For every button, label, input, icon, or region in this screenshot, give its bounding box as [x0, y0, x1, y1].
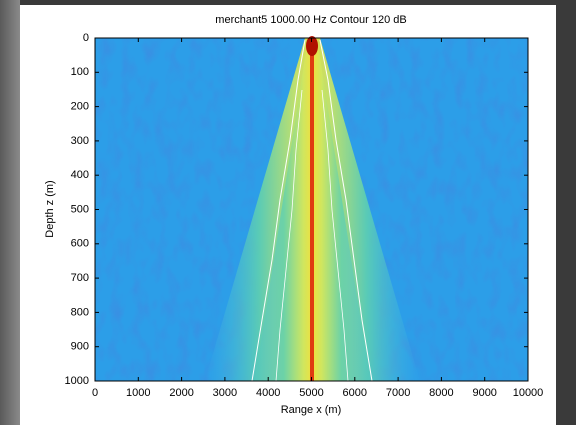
contour-line — [275, 89, 303, 382]
y-tick-label: 300 — [71, 135, 89, 147]
contour-line — [319, 39, 373, 382]
y-tick-label: 200 — [71, 101, 89, 113]
x-tick-label: 6000 — [343, 387, 367, 399]
beam-center — [310, 38, 314, 381]
contour-line — [321, 89, 349, 382]
x-tick-label: 10000 — [513, 387, 544, 399]
x-tick-label: 8000 — [429, 387, 453, 399]
field — [95, 36, 528, 382]
x-tick-label: 5000 — [299, 387, 323, 399]
y-tick-label: 500 — [71, 203, 89, 215]
y-tick-label: 900 — [71, 341, 89, 353]
x-tick-label: 1000 — [126, 387, 150, 399]
y-axis-label: Depth z (m) — [44, 180, 56, 237]
x-tick-label: 3000 — [213, 387, 237, 399]
y-tick-label: 600 — [71, 238, 89, 250]
y-tick-label: 400 — [71, 169, 89, 181]
x-axis-label: Range x (m) — [281, 404, 342, 416]
y-tick-label: 0 — [83, 32, 89, 44]
x-tick-label: 0 — [92, 387, 98, 399]
y-tick-label: 1000 — [65, 375, 89, 387]
x-tick-label: 2000 — [169, 387, 193, 399]
y-tick-label: 700 — [71, 272, 89, 284]
y-tick-label: 800 — [71, 306, 89, 318]
y-tick-label: 100 — [71, 66, 89, 78]
source — [306, 36, 318, 56]
x-tick-label: 9000 — [472, 387, 496, 399]
contour-line — [251, 39, 306, 382]
x-tick-label: 4000 — [256, 387, 280, 399]
side-strip — [0, 0, 20, 425]
x-tick-label: 7000 — [386, 387, 410, 399]
chart-title: merchant5 1000.00 Hz Contour 120 dB — [215, 14, 406, 26]
